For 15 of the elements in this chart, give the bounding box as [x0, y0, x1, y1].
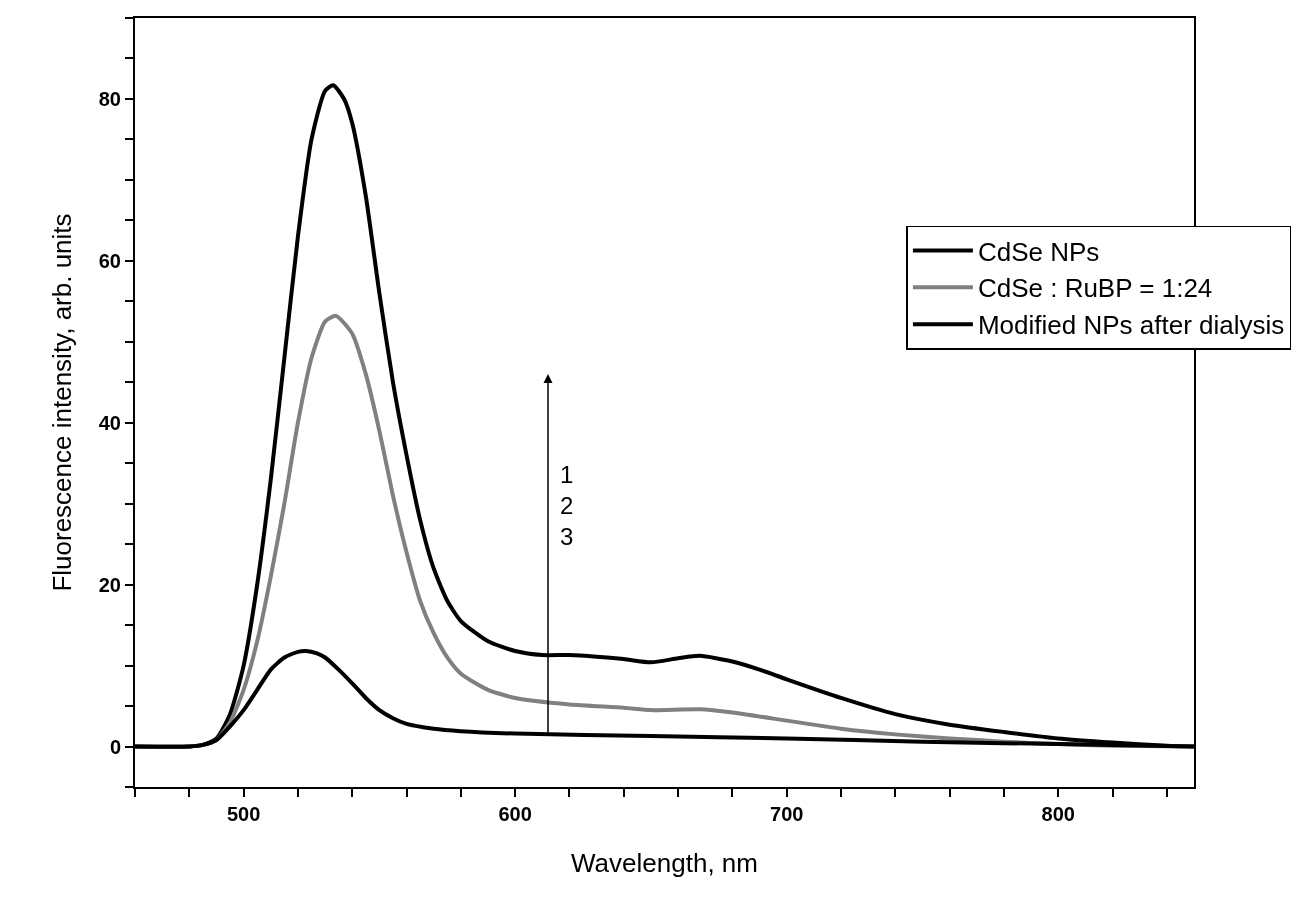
y-tick-label: 40 — [98, 411, 121, 434]
annotation: 1 2 3 — [560, 461, 574, 551]
x-tick-label: 800 — [1041, 803, 1075, 825]
legend-label: Modified NPs after dialysis — [977, 310, 1285, 341]
legend-label: CdSe NPs — [977, 236, 1100, 267]
legend-label: CdSe : RuBP = 1:24 — [977, 273, 1213, 304]
y-tick-label: 80 — [98, 87, 121, 110]
y-axis-title: Fluorescence intensity, arb. units — [46, 213, 77, 592]
y-tick-label: 60 — [98, 249, 121, 272]
x-tick-label: 700 — [770, 803, 804, 825]
y-tick-label: 20 — [98, 573, 121, 596]
x-tick-label: 600 — [498, 803, 532, 825]
x-axis-title: Wavelength, nm — [571, 848, 758, 879]
y-tick-label: 0 — [109, 735, 121, 758]
x-tick-label: 500 — [226, 803, 261, 825]
